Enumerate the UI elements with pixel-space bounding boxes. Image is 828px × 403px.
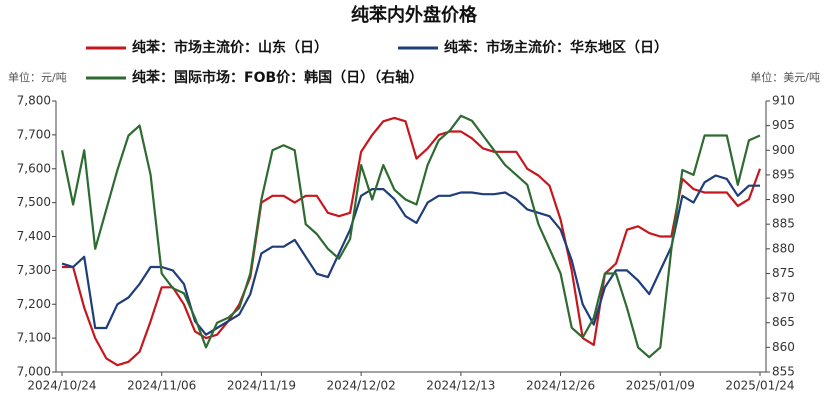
y2-tick-label: 905 bbox=[772, 118, 795, 132]
y2-tick-label: 885 bbox=[772, 217, 795, 231]
y2-tick-label: 855 bbox=[772, 365, 795, 379]
y2-tick-label: 875 bbox=[772, 266, 795, 280]
y-tick-label: 7,800 bbox=[17, 94, 51, 108]
y2-tick-label: 895 bbox=[772, 167, 795, 181]
legend-label: 纯苯：市场主流价：华东地区（日） bbox=[444, 39, 668, 56]
y-tick-label: 7,200 bbox=[17, 297, 51, 311]
y2-tick-label: 890 bbox=[772, 192, 795, 206]
x-tick-label: 2024/12/26 bbox=[526, 379, 595, 393]
y2-tick-label: 870 bbox=[772, 291, 795, 305]
legend-label: 纯苯：市场主流价：山东（日） bbox=[132, 39, 328, 56]
y-tick-label: 7,300 bbox=[17, 263, 51, 277]
x-tick-label: 2024/11/19 bbox=[227, 379, 296, 393]
series-line bbox=[62, 116, 762, 367]
y-tick-label: 7,600 bbox=[17, 161, 51, 175]
y-tick-label: 7,400 bbox=[17, 229, 51, 243]
y2-tick-label: 880 bbox=[772, 241, 795, 255]
y-tick-label: 7,100 bbox=[17, 331, 51, 345]
y2-tick-label: 860 bbox=[772, 340, 795, 354]
y-tick-label: 7,700 bbox=[17, 127, 51, 141]
y-unit: 单位：元/吨 bbox=[8, 70, 67, 84]
x-tick-label: 2024/12/13 bbox=[426, 379, 495, 393]
legend-label: 纯苯：国际市场：FOB价：韩国（日）（右轴） bbox=[132, 69, 423, 86]
y-tick-label: 7,000 bbox=[17, 365, 51, 379]
y2-tick-label: 865 bbox=[772, 315, 795, 329]
chart-title: 纯苯内外盘价格 bbox=[351, 4, 478, 26]
y2-tick-label: 910 bbox=[772, 94, 795, 108]
series-line bbox=[60, 114, 761, 359]
y2-unit: 单位：美元/吨 bbox=[750, 70, 820, 84]
y2-tick-label: 900 bbox=[772, 143, 795, 157]
series-line bbox=[61, 174, 760, 336]
x-tick-label: 2024/10/24 bbox=[27, 379, 96, 393]
x-tick-label: 2025/01/09 bbox=[626, 379, 695, 393]
x-tick-label: 2024/12/02 bbox=[327, 379, 396, 393]
y-tick-label: 7,500 bbox=[17, 195, 51, 209]
x-tick-label: 2025/01/24 bbox=[725, 379, 794, 393]
x-tick-label: 2024/11/06 bbox=[127, 379, 196, 393]
